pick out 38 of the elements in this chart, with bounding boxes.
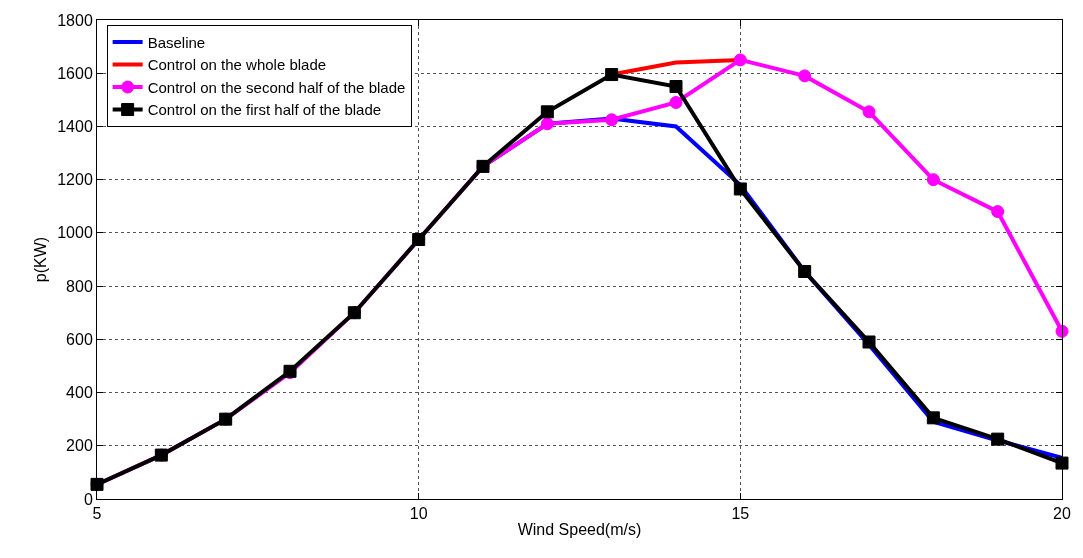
point bbox=[991, 432, 1005, 446]
point bbox=[733, 53, 747, 67]
point bbox=[669, 80, 683, 94]
point bbox=[926, 173, 940, 187]
point bbox=[540, 105, 554, 119]
legend-label: Control on the whole blade bbox=[147, 56, 327, 74]
y-tick-label: 400 bbox=[66, 384, 93, 402]
y-tick-label: 600 bbox=[66, 330, 93, 348]
y-tick-label: 200 bbox=[66, 437, 93, 455]
y-axis-title: p(KW) bbox=[32, 236, 50, 283]
point bbox=[605, 68, 619, 82]
point bbox=[798, 264, 812, 278]
point bbox=[540, 117, 554, 131]
point bbox=[926, 411, 940, 425]
legend-label: Control on the second half of the blade bbox=[147, 78, 406, 96]
y-tick-label: 1000 bbox=[57, 224, 93, 242]
point bbox=[733, 182, 747, 196]
legend-label: Control on the first half of the blade bbox=[147, 101, 382, 119]
x-tick-label: 20 bbox=[1053, 505, 1071, 523]
y-tick-label: 0 bbox=[83, 490, 93, 508]
y-tick-label: 1600 bbox=[57, 64, 93, 82]
point bbox=[1055, 324, 1069, 338]
point bbox=[605, 113, 619, 127]
y-tick-label: 1200 bbox=[57, 171, 93, 189]
x-tick-label: 15 bbox=[731, 505, 750, 523]
point bbox=[862, 335, 876, 349]
x-tick-label: 5 bbox=[92, 505, 102, 523]
y-tick-label: 800 bbox=[66, 277, 93, 295]
point bbox=[798, 69, 812, 83]
x-axis-title: Wind Speed(m/s) bbox=[517, 520, 642, 538]
point bbox=[862, 105, 876, 119]
point bbox=[1055, 456, 1069, 470]
point bbox=[991, 205, 1005, 219]
y-tick-label: 1400 bbox=[57, 118, 93, 136]
x-tick-label: 10 bbox=[409, 505, 428, 523]
legend-label: Baseline bbox=[147, 33, 206, 51]
y-tick-label: 1800 bbox=[57, 11, 93, 29]
point bbox=[669, 95, 683, 109]
